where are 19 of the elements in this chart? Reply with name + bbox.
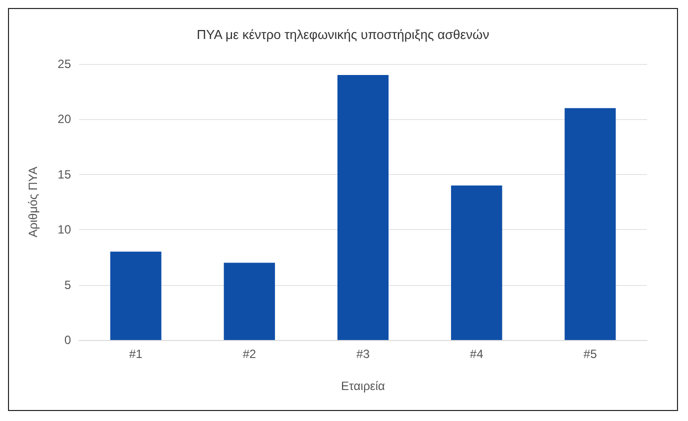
bar <box>224 262 275 340</box>
y-tick-label: 15 <box>58 167 72 182</box>
x-axis-title: Εταιρεία <box>341 379 386 393</box>
y-tick-label: 25 <box>58 57 72 71</box>
y-tick-label: 5 <box>64 278 72 292</box>
bar <box>451 185 502 340</box>
x-tick-label: #5 <box>584 347 598 361</box>
bar <box>110 252 162 340</box>
x-tick-label: #1 <box>129 347 143 361</box>
x-tick-label: #3 <box>356 347 370 361</box>
chart-title: ΠΥΑ με κέντρο τηλεφωνικής υποστήριξης ασθενών <box>196 27 490 42</box>
bar <box>564 108 616 340</box>
bar <box>337 75 389 340</box>
x-tick-label: #2 <box>242 347 256 361</box>
x-tick-label: #4 <box>470 347 484 361</box>
y-tick-label: 20 <box>58 112 72 126</box>
y-tick-label: 0 <box>64 333 72 347</box>
y-axis-title: Αριθμός ΠΥΑ <box>26 166 40 238</box>
y-tick-label: 10 <box>58 222 72 237</box>
